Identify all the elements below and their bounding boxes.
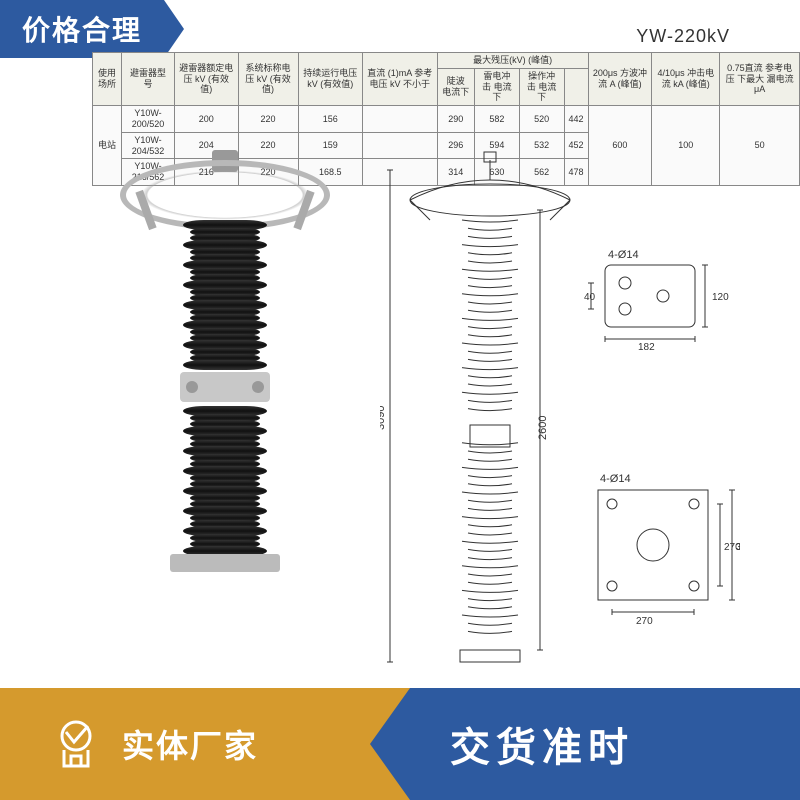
col-rated: 避雷器额定电压 kV (有效值) [174,53,238,106]
bottom-left-text: 实体厂家 [122,721,258,767]
col-leak: 0.75直流 参考电压 下最大 漏电流 μA [720,53,800,106]
table-row: 电站 Y10W-200/520 200 220 156 290 582 520 … [93,106,800,133]
cell: 442 [564,106,588,133]
sub-steep: 陡波 电流下 [437,68,474,105]
model-label: YW-220kV [636,26,730,47]
cell: 220 [238,106,298,133]
cell: Y10W-200/520 [122,106,175,133]
bottom-left-panel: 实体厂家 [0,688,410,800]
factory-icon [44,712,108,776]
base-holes-label: 4-Ø14 [600,473,631,485]
cell: 200 [174,106,238,133]
col-resid-group: 最大残压(kV) (峰值) [437,53,588,69]
cell: 582 [475,106,520,133]
col-dc: 直流 (1)mA 参考电压 kV 不小于 [362,53,437,106]
badge-top-left: 价格合理 [0,0,164,58]
cell: 520 [519,106,564,133]
base-outer: 340 [736,542,740,553]
col-use: 使用场所 [93,53,122,106]
bottom-right-text: 交货准时 [450,715,634,773]
base-pitch2: 270 [636,616,653,627]
sub-blank [564,68,588,105]
drawing-svg: 3090 2600 4-Ø14 40 120 182 4-Ø14 270 340… [380,150,740,690]
term-holes-label: 4-Ø14 [608,249,639,261]
cell: 156 [298,106,362,133]
sub-switch: 操作冲击 电流下 [519,68,564,105]
table-header-row: 使用场所 避雷器型号 避雷器额定电压 kV (有效值) 系统标称电压 kV (有… [93,53,800,69]
term-h: 120 [712,292,729,303]
product-photo [110,160,340,660]
col-200us: 200μs 方波冲流 A (峰值) [588,53,652,106]
cell: 159 [298,132,362,159]
bottom-right-panel: 交货准时 [410,688,800,800]
term-w: 182 [638,342,655,353]
dim-inner: 2600 [537,416,549,440]
bottom-bar: 实体厂家 交货准时 [0,688,800,800]
col-model: 避雷器型号 [122,53,175,106]
cell: Y10W-204/532 [122,132,175,159]
col-cont: 持续运行电压 kV (有效值) [298,53,362,106]
cell [362,106,437,133]
cell: 290 [437,106,474,133]
cell: 220 [238,132,298,159]
technical-drawing: 3090 2600 4-Ø14 40 120 182 4-Ø14 270 340… [380,150,740,690]
insulator-stack [190,220,260,572]
badge-top-left-text: 价格合理 [22,9,142,49]
dim-overall: 3090 [380,406,387,430]
col-sys: 系统标称电压 kV (有效值) [238,53,298,106]
col-410us: 4/10μs 冲击电流 kA (峰值) [652,53,720,106]
term-pitch-v: 40 [584,292,596,303]
sub-lightning: 雷电冲击 电流下 [475,68,520,105]
